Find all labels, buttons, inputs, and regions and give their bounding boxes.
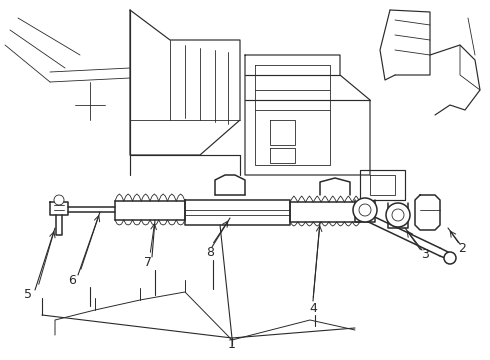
Text: 7: 7 bbox=[144, 256, 152, 269]
Circle shape bbox=[444, 252, 456, 264]
Circle shape bbox=[359, 204, 371, 216]
Circle shape bbox=[386, 203, 410, 227]
Text: 6: 6 bbox=[68, 274, 76, 287]
Text: 2: 2 bbox=[458, 242, 466, 255]
Circle shape bbox=[353, 198, 377, 222]
Circle shape bbox=[392, 209, 404, 221]
Text: 4: 4 bbox=[309, 302, 317, 315]
Text: 1: 1 bbox=[228, 338, 236, 351]
Text: 8: 8 bbox=[206, 246, 214, 258]
Text: 3: 3 bbox=[421, 248, 429, 261]
Text: 5: 5 bbox=[24, 288, 32, 302]
Circle shape bbox=[54, 195, 64, 205]
